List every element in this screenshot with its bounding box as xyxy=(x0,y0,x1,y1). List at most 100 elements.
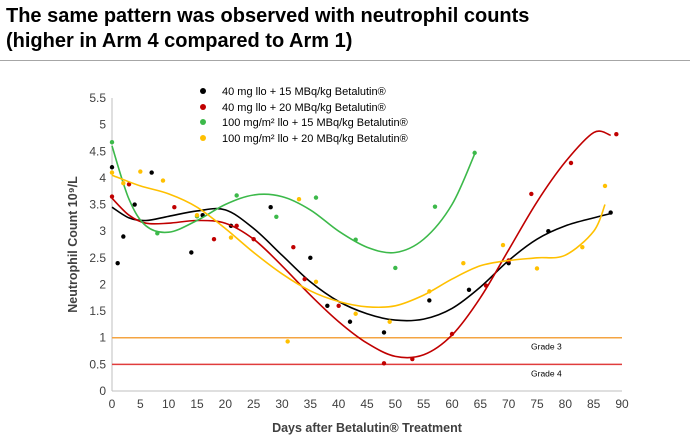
data-point-series-2 xyxy=(126,182,132,187)
data-point-series-2 xyxy=(109,194,115,199)
legend-label: 100 mg/m² llo + 15 MBq/kg Betalutin® xyxy=(222,117,408,129)
x-tick-label: 25 xyxy=(247,397,261,411)
data-point-series-4 xyxy=(387,319,392,324)
y-tick-label: 1 xyxy=(99,331,106,345)
x-tick-label: 45 xyxy=(360,397,374,411)
x-tick-label: 50 xyxy=(389,397,403,411)
x-tick-label: 90 xyxy=(615,397,629,411)
legend-marker-icon xyxy=(200,119,206,125)
x-tick-label: 70 xyxy=(502,397,516,411)
data-point-series-3 xyxy=(155,231,160,236)
data-point-series-4 xyxy=(427,289,432,294)
data-point-series-4 xyxy=(228,235,234,240)
legend-item-series-2: 40 mg llo + 20 MBq/kg Betalutin® xyxy=(200,101,408,117)
trend-line-series-1 xyxy=(111,206,611,322)
legend-item-series-4: 100 mg/m² llo + 20 MBq/kg Betalutin® xyxy=(200,132,408,148)
data-point-series-3 xyxy=(353,237,358,242)
y-tick-label: 4 xyxy=(99,171,106,185)
x-tick-label: 75 xyxy=(530,397,544,411)
x-tick-label: 65 xyxy=(474,397,488,411)
data-point-series-1 xyxy=(466,287,472,292)
x-tick-label: 35 xyxy=(304,397,318,411)
data-point-series-4 xyxy=(194,213,200,218)
data-point-series-2 xyxy=(410,356,415,362)
x-tick-label: 85 xyxy=(587,397,601,411)
data-point-series-1 xyxy=(325,303,330,308)
data-point-series-1 xyxy=(109,165,115,170)
data-point-series-2 xyxy=(568,160,574,166)
x-tick-label: 40 xyxy=(332,397,346,411)
x-tick-label: 55 xyxy=(417,397,431,411)
slide-title: The same pattern was observed with neutr… xyxy=(6,4,686,54)
slide-title-line-1: The same pattern was observed with neutr… xyxy=(6,5,530,27)
y-tick-label: 3 xyxy=(99,224,106,238)
data-point-series-1 xyxy=(381,330,387,335)
data-point-series-4 xyxy=(461,260,466,266)
data-point-series-1 xyxy=(132,202,137,207)
y-tick-label: 5.5 xyxy=(89,91,106,105)
data-point-series-2 xyxy=(614,132,619,137)
data-point-series-2 xyxy=(336,303,341,308)
y-tick-label: 2.5 xyxy=(89,251,106,265)
data-point-series-2 xyxy=(381,361,387,366)
y-tick-label: 4.5 xyxy=(89,144,106,158)
data-point-series-4 xyxy=(602,183,608,189)
data-point-series-2 xyxy=(291,244,296,250)
data-point-series-1 xyxy=(546,228,551,234)
trend-line-series-3 xyxy=(111,145,476,254)
x-tick-label: 10 xyxy=(162,397,176,411)
legend-marker-icon xyxy=(200,134,206,141)
y-tick-label: 5 xyxy=(99,118,106,132)
slide-title-line-2: (higher in Arm 4 compared to Arm 1) xyxy=(6,30,353,52)
legend-marker-icon xyxy=(200,88,206,94)
legend-label: 40 mg llo + 20 MBq/kg Betalutin® xyxy=(222,101,386,114)
y-tick-label: 2 xyxy=(99,277,106,291)
x-tick-label: 30 xyxy=(275,397,289,411)
y-tick-label: 0 xyxy=(99,384,106,398)
data-point-series-2 xyxy=(483,283,489,288)
data-point-series-1 xyxy=(121,234,126,239)
y-axis-title: Neutrophil Count 10⁹/L xyxy=(66,176,80,313)
data-point-series-1 xyxy=(608,210,613,215)
data-point-series-1 xyxy=(189,250,194,255)
reference-label: Grade 4 xyxy=(531,368,562,378)
data-point-series-1 xyxy=(308,255,313,261)
data-point-series-3 xyxy=(432,204,438,209)
data-point-series-4 xyxy=(109,170,115,175)
data-point-series-1 xyxy=(427,298,432,303)
y-tick-label: 0.5 xyxy=(89,357,106,371)
x-axis-title: Days after Betalutin® Treatment xyxy=(272,421,463,435)
x-tick-label: 15 xyxy=(190,397,204,411)
data-point-series-4 xyxy=(138,169,143,174)
data-point-series-2 xyxy=(234,223,239,229)
data-point-series-2 xyxy=(529,191,534,197)
data-point-series-1 xyxy=(149,170,154,175)
legend-label: 40 mg llo + 15 MBq/kg Betalutin® xyxy=(222,86,386,98)
x-tick-label: 20 xyxy=(219,397,233,411)
data-point-series-4 xyxy=(313,279,319,284)
legend-marker-icon xyxy=(200,103,206,110)
x-tick-label: 0 xyxy=(109,397,116,411)
title-divider xyxy=(0,60,690,61)
legend-item-series-1: 40 mg llo + 15 MBq/kg Betalutin® xyxy=(200,85,408,101)
data-point-series-4 xyxy=(534,266,540,271)
data-point-series-2 xyxy=(251,236,256,242)
data-point-series-2 xyxy=(211,236,217,242)
legend-label: 100 mg/m² llo + 20 MBq/kg Betalutin® xyxy=(222,132,408,145)
trend-line-series-2 xyxy=(111,130,611,359)
legend-item-series-3: 100 mg/m² llo + 15 MBq/kg Betalutin® xyxy=(200,116,408,132)
data-point-series-1 xyxy=(268,205,273,210)
reference-label: Grade 3 xyxy=(531,342,562,352)
data-point-series-4 xyxy=(121,181,126,186)
data-point-series-2 xyxy=(172,205,177,210)
data-point-series-3 xyxy=(234,193,239,198)
data-point-series-2 xyxy=(449,331,455,337)
data-point-series-3 xyxy=(313,195,319,200)
data-point-series-3 xyxy=(393,265,398,271)
data-point-series-2 xyxy=(302,276,307,282)
data-point-series-4 xyxy=(500,242,506,248)
data-point-series-1 xyxy=(347,319,353,324)
y-tick-label: 1.5 xyxy=(89,304,106,318)
data-point-series-4 xyxy=(580,244,585,250)
